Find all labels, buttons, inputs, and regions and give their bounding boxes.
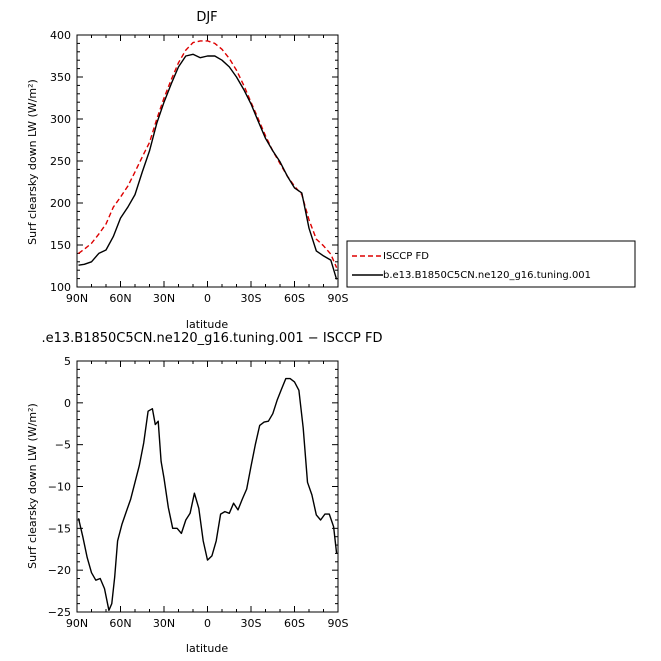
chart-top-ytick-label: 150 <box>50 239 71 252</box>
chart-bottom-xtick-label: 60N <box>109 617 131 630</box>
chart-top-series-1-line <box>78 53 338 280</box>
chart-bottom-ytick-label: 5 <box>64 355 71 368</box>
chart-bottom-xtick-label: 90S <box>328 617 349 630</box>
chart-top-xtick-label: 60S <box>284 292 305 305</box>
chart-bottom-ytick-label: 0 <box>64 397 71 410</box>
chart-top: DJF 90N 60N 30N 0 30S 60S 90S 100 150 200 250 300 35… <box>26 10 636 331</box>
chart-bottom-ytick-label: −10 <box>48 481 71 494</box>
chart-top-xtick-label: 60N <box>109 292 131 305</box>
chart-bottom-xtick-label: 30N <box>153 617 175 630</box>
chart-bottom-xlabel: latitude <box>186 642 228 655</box>
chart-top-ytick-label: 250 <box>50 155 71 168</box>
chart-bottom-ylabel: Surf clearsky down LW (W/m²) <box>26 403 39 569</box>
chart-top-ytick-label: 100 <box>50 281 71 294</box>
chart-top-xtick-label: 90N <box>66 292 88 305</box>
chart-top-ytick-label: 350 <box>50 71 71 84</box>
chart-bottom-series <box>77 377 338 611</box>
chart-bottom-ytick-label: −5 <box>55 439 71 452</box>
chart-bottom-frame <box>76 360 339 613</box>
chart-bottom-ytick-label: −15 <box>48 522 71 535</box>
chart-top-xtick-label: 90S <box>328 292 349 305</box>
chart-top-ytick-label: 300 <box>50 113 71 126</box>
chart-bottom-title: .e13.B1850C5CN.ne120_g16.tuning.001 − IS… <box>41 331 382 346</box>
chart-top-xtick-label: 30S <box>241 292 262 305</box>
chart-bottom: .e13.B1850C5CN.ne120_g16.tuning.001 − IS… <box>26 331 383 655</box>
chart-bottom-axes: 90N 60N 30N 0 30S 60S 90S −25 −20 −15 −10 −5 0 5 <box>48 355 349 630</box>
chart-top-series <box>78 40 338 280</box>
chart-top-xtick-label: 30N <box>153 292 175 305</box>
chart-top-ylabel: Surf clearsky down LW (W/m²) <box>26 79 39 245</box>
legend-label-model: b.e13.B1850C5CN.ne120_g16.tuning.001 <box>383 270 591 281</box>
chart-bottom-ytick-label: −25 <box>48 606 71 619</box>
chart-top-title: DJF <box>196 10 217 25</box>
chart-bottom-xtick-label: 0 <box>204 617 211 630</box>
chart-bottom-xtick-label: 90N <box>66 617 88 630</box>
legend-box <box>346 240 636 288</box>
chart-bottom-series-0-line <box>77 377 338 611</box>
chart-bottom-ytick-label: −20 <box>48 564 71 577</box>
chart-top-frame <box>76 34 339 288</box>
chart-bottom-xtick-label: 60S <box>284 617 305 630</box>
chart-top-legend: ISCCP FD b.e13.B1850C5CN.ne120_g16.tunin… <box>346 240 636 288</box>
legend-label-isccp: ISCCP FD <box>383 251 429 262</box>
chart-top-xtick-label: 0 <box>204 292 211 305</box>
chart-top-axes: 90N 60N 30N 0 30S 60S 90S 100 150 200 250 300 350 400 <box>50 29 349 305</box>
chart-top-ytick-label: 400 <box>50 29 71 42</box>
chart-top-series-0-line <box>78 40 338 268</box>
chart-bottom-xtick-label: 30S <box>241 617 262 630</box>
chart-top-xlabel: latitude <box>186 318 228 331</box>
chart-top-ytick-label: 200 <box>50 197 71 210</box>
